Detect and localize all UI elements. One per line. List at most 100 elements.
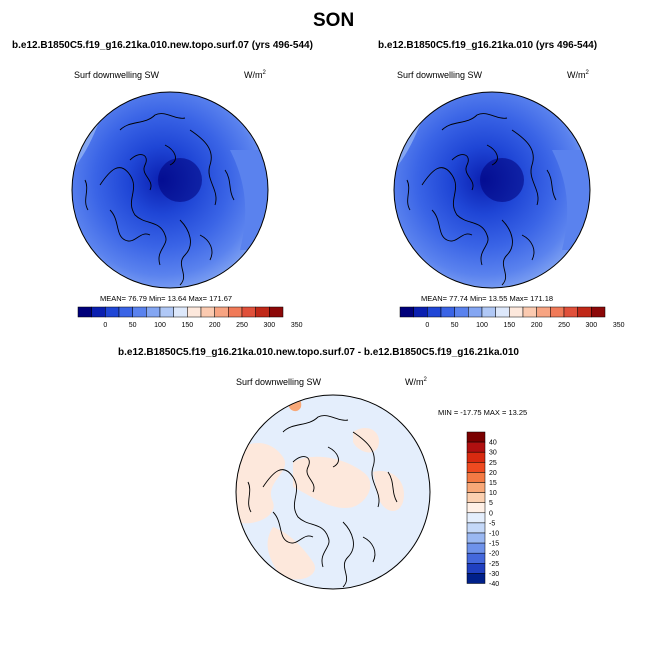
- panel-2-colorbar-swatch: [550, 306, 565, 318]
- panel-1-mean-label: MEAN=: [100, 294, 127, 303]
- diff-colorbar-tick-label: 20: [489, 470, 497, 477]
- panel-2-colorbar-swatch: [468, 306, 483, 318]
- panel-1-colorbar-tick-label: 50: [129, 322, 137, 329]
- diff-units: W/m2: [405, 377, 427, 387]
- panel-1-colorbar-tick-label: 250: [236, 322, 248, 329]
- diff-colorbar-swatch: [466, 573, 486, 584]
- panel-2-case-title: b.e12.B1850C5.f19_g16.21ka.010 (yrs 496-…: [378, 40, 598, 51]
- panel-1-colorbar-swatch: [91, 306, 106, 318]
- diff-units-exp: 2: [423, 377, 427, 383]
- diff-colorbar-tick-label: -30: [489, 571, 499, 578]
- diff-colorbar-tick-label: 30: [489, 450, 497, 457]
- panel-1-colorbar-swatch: [118, 306, 133, 318]
- diff-colorbar-swatch: [466, 451, 486, 463]
- panel-1-colorbar-tick-label: 0: [103, 322, 107, 329]
- panel-2-colorbar-swatch: [495, 306, 510, 318]
- diff-colorbar-swatch: [466, 472, 486, 483]
- panel-1-colorbar-swatch: [214, 306, 229, 318]
- panel-1-units-exp: 2: [262, 70, 266, 76]
- panel-1-colorbar-swatch: [146, 306, 161, 318]
- panel-1-colorbar-tick-label: 350: [291, 322, 303, 329]
- panel-2-colorbar-tick-label: 0: [425, 322, 429, 329]
- panel-1-colorbar-tick-label: 100: [154, 322, 166, 329]
- panel-1-colorbar-tick-label: 200: [209, 322, 221, 329]
- diff-variable-label: Surf downwelling SW: [236, 377, 322, 387]
- panel-2-max-value: 171.18: [530, 294, 554, 303]
- panel-2-colorbar-swatch: [481, 306, 496, 318]
- diff-colorbar-tick-label: 15: [489, 480, 497, 487]
- diff-colorbar-tick-label: -15: [489, 541, 499, 548]
- panel-1-colorbar-swatch: [132, 306, 147, 318]
- panel-2-max-label: Max=: [509, 294, 529, 303]
- panel-1-mean-value: 76.79: [128, 294, 147, 303]
- panel-1-colorbar: 0 50 100 150 200 250 300 350: [77, 306, 303, 329]
- panel-2-colorbar-swatch: [427, 306, 442, 318]
- panel-1-colorbar-swatch: [187, 306, 202, 318]
- panel-2-coastlines: [406, 113, 557, 286]
- panel-1-units: W/m2: [244, 70, 266, 80]
- panel-2-colorbar-tick-label: 100: [476, 322, 488, 329]
- diff-colorbar-tick-label: -25: [489, 561, 499, 568]
- panel-2-colorbar-tick-label: 50: [451, 322, 459, 329]
- panel-2-colorbar-swatch: [563, 306, 578, 318]
- diff-colorbar-tick-label: -20: [489, 551, 499, 558]
- panel-2-map: [393, 91, 591, 289]
- panel-1-stats: MEAN= 76.79 Min= 13.64 Max= 171.67: [100, 294, 232, 303]
- season-title: SON: [313, 10, 355, 31]
- diff-colorbar-tick-label: -40: [489, 581, 499, 588]
- panel-2-colorbar-tick-label: 200: [531, 322, 543, 329]
- panel-1-colorbar-swatch: [241, 306, 256, 318]
- diff-colorbar-tick-label: -10: [489, 531, 499, 538]
- diff-colorbar-swatch: [466, 431, 486, 443]
- panel-2-units: W/m2: [567, 70, 589, 80]
- diff-colorbar-tick-label: -5: [489, 520, 495, 527]
- panel-2-colorbar-swatch: [399, 306, 414, 318]
- diff-colorbar-swatch: [466, 552, 486, 564]
- diff-colorbar-swatch: [466, 532, 486, 544]
- panel-2-min-value: 13.55: [488, 294, 508, 303]
- panel-1-colorbar-tick-label: 300: [263, 322, 275, 329]
- panel-2-colorbar-swatch: [440, 306, 455, 318]
- panel-1-variable-label: Surf downwelling SW: [74, 70, 160, 80]
- panel-2-mean-label: MEAN=: [421, 294, 448, 303]
- panel-2-colorbar-swatch: [413, 306, 428, 318]
- diff-coastlines: [247, 415, 398, 588]
- panel-2-units-exp: 2: [585, 70, 589, 76]
- diff-colorbar-swatch: [466, 482, 486, 493]
- panel-2-colorbar-swatch: [591, 306, 606, 318]
- panel-1-units-base: W/m: [244, 70, 263, 80]
- diff-colorbar-tick-label: 40: [489, 440, 497, 447]
- diff-units-base: W/m: [405, 377, 424, 387]
- panel-2-mean-value: 77.74: [449, 294, 468, 303]
- diff-colorbar-swatch: [466, 462, 486, 473]
- panel-2-stats: MEAN= 77.74 Min= 13.55 Max= 171.18: [421, 294, 553, 303]
- diff-colorbar-swatch: [466, 512, 486, 524]
- panel-1-min-value: 13.64: [167, 294, 187, 303]
- diff-map: [235, 394, 431, 590]
- panel-1-colorbar-swatch: [255, 306, 270, 318]
- panel-1-coastlines: [84, 113, 235, 286]
- panel-2-variable-label: Surf downwelling SW: [397, 70, 483, 80]
- panel-1-min-label: Min=: [149, 294, 166, 303]
- diff-colorbar-tick-label: 10: [489, 490, 497, 497]
- diff-colorbar-swatch: [466, 542, 486, 554]
- diff-colorbar-swatch: [466, 441, 486, 453]
- panel-1-max-value: 171.67: [209, 294, 233, 303]
- panel-1-colorbar-swatch: [200, 306, 215, 318]
- diff-colorbar-tick-label: 25: [489, 460, 497, 467]
- panel-1-map: [71, 91, 269, 289]
- panel-1-colorbar-swatch: [173, 306, 188, 318]
- panel-2-units-base: W/m: [567, 70, 586, 80]
- panel-2-colorbar-swatch: [509, 306, 524, 318]
- diff-colorbar-swatch: [466, 522, 486, 534]
- diff-colorbar-swatch: [466, 563, 486, 574]
- panel-1-colorbar-tick-label: 150: [181, 322, 193, 329]
- panel-1-colorbar-swatch: [105, 306, 120, 318]
- panel-2-colorbar-tick-label: 350: [613, 322, 625, 329]
- panel-2-min-label: Min=: [470, 294, 487, 303]
- diff-colorbar-tick-label: 5: [489, 500, 493, 507]
- diff-colorbar: 40 30 25 20 15 10 5 0 -5 -10 -15 -20 -25 -30 -40: [466, 431, 499, 588]
- panel-1-case-title: b.e12.B1850C5.f19_g16.21ka.010.new.topo.…: [12, 40, 313, 51]
- panel-2-colorbar-tick-label: 150: [503, 322, 515, 329]
